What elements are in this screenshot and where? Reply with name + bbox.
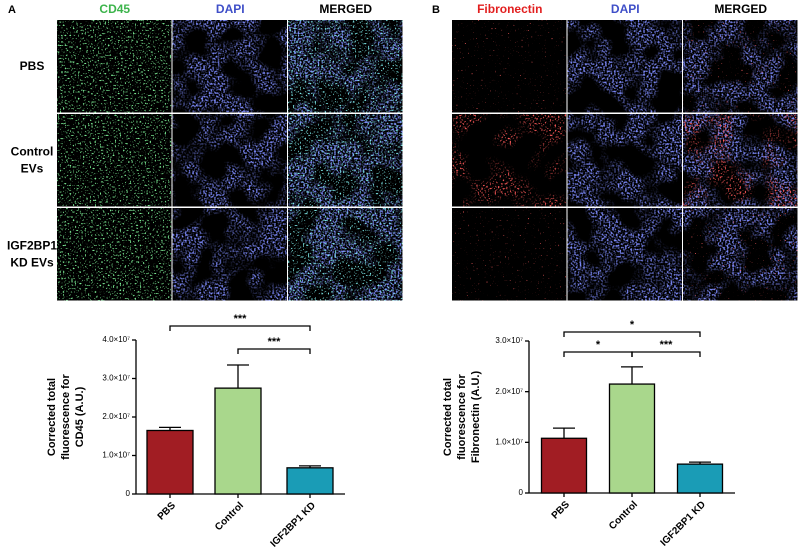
stain [452, 20, 567, 113]
row-label: KD EVs [10, 255, 54, 269]
stain [57, 20, 172, 113]
significance-bracket [631, 351, 701, 357]
y-tick-label: 2.0×10⁷ [495, 387, 523, 396]
significance-label: *** [268, 336, 282, 348]
panel-label: A [8, 4, 16, 16]
x-tick-label: IGF2BP1 KD [659, 499, 708, 548]
bar [676, 463, 724, 494]
row-label: PBS [20, 59, 45, 73]
stain [57, 208, 172, 301]
stain [567, 20, 682, 113]
y-tick-label: 1.0×10⁷ [495, 437, 523, 446]
x-tick-label: PBS [156, 500, 179, 523]
x-tick-label: Control [213, 500, 246, 533]
row-label: EVs [21, 161, 44, 175]
stain [683, 20, 798, 113]
column-header: DAPI [611, 2, 640, 16]
stain [288, 20, 403, 113]
significance-bracket [169, 325, 311, 331]
y-axis-title: Corrected total [46, 378, 58, 456]
significance-label: *** [660, 339, 674, 351]
significance-bracket [237, 348, 311, 354]
stain [567, 208, 682, 301]
significance-label: *** [234, 313, 248, 325]
stain [683, 208, 798, 301]
micrographs [57, 20, 798, 301]
significance-bracket [563, 331, 701, 337]
stain [288, 208, 403, 301]
y-axis-title: Fibronectin (A.U.) [470, 371, 482, 464]
row-label: Control [11, 144, 54, 158]
significance-bracket [563, 351, 633, 357]
bar [214, 387, 262, 495]
stain [452, 208, 567, 301]
column-header: Fibronectin [477, 2, 542, 16]
y-tick-label: 3.0×10⁷ [495, 336, 523, 345]
stain [172, 114, 287, 207]
x-tick-label: IGF2BP1 KD [269, 500, 318, 549]
stain [567, 114, 682, 207]
column-header: MERGED [714, 2, 767, 16]
stain [57, 114, 172, 207]
significance-label: * [630, 319, 635, 331]
y-axis-title: CD45 (A.U.) [74, 386, 86, 447]
bar [540, 437, 588, 494]
column-header: DAPI [216, 2, 245, 16]
bar [146, 429, 194, 495]
y-axis-title: Corrected total [442, 378, 454, 456]
panel-label: B [432, 4, 440, 16]
column-header: MERGED [319, 2, 372, 16]
y-tick-label: 0 [519, 488, 524, 497]
stain [172, 20, 287, 113]
y-tick-label: 3.0×10⁷ [102, 374, 130, 383]
row-label: IGF2BP1 [7, 238, 57, 252]
stain [172, 208, 287, 301]
x-tick-label: Control [607, 499, 640, 532]
stain [452, 114, 567, 207]
y-tick-label: 0 [126, 489, 131, 498]
significance-label: * [596, 339, 601, 351]
y-axis-title: fluorescence for [60, 373, 72, 459]
stain [288, 114, 403, 207]
y-tick-label: 2.0×10⁷ [102, 412, 130, 421]
bar [286, 467, 334, 495]
bar [608, 383, 656, 494]
y-axis-title: fluorescence for [456, 373, 468, 459]
y-tick-label: 1.0×10⁷ [102, 451, 130, 460]
column-header: CD45 [99, 2, 130, 16]
x-tick-label: PBS [550, 499, 573, 522]
y-tick-label: 4.0×10⁷ [102, 335, 130, 344]
stain [683, 114, 798, 207]
